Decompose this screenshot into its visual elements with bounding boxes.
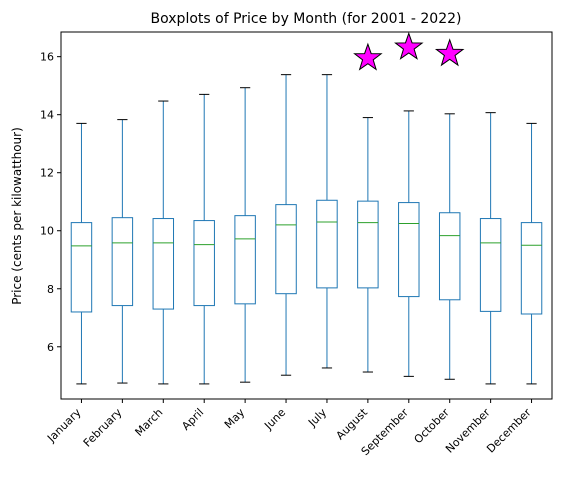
y-tick-label: 6: [47, 341, 54, 354]
iqr-box: [316, 199, 338, 289]
y-tick-label: 14: [40, 109, 54, 122]
x-tick-label: July: [305, 406, 329, 430]
iqr-box: [193, 220, 215, 307]
star-marker: [394, 31, 424, 60]
y-tick-label: 12: [40, 167, 54, 180]
x-tick-label: June: [261, 406, 288, 433]
y-tick-label: 8: [47, 283, 54, 296]
x-tick-label: October: [412, 406, 453, 447]
x-tick-label: December: [484, 406, 534, 456]
iqr-box: [152, 218, 175, 310]
iqr-box: [111, 217, 134, 307]
x-tick-label: February: [81, 406, 125, 450]
iqr-box: [520, 222, 543, 315]
x-tick-label: April: [179, 406, 206, 433]
chart-title: Boxplots of Price by Month (for 2001 - 2…: [151, 11, 462, 27]
iqr-box: [357, 200, 379, 289]
y-tick-label: 10: [40, 225, 54, 238]
plot-frame: [60, 31, 553, 400]
iqr-box: [438, 212, 461, 301]
star-marker: [353, 42, 383, 71]
x-tick-label: January: [44, 406, 84, 446]
star-marker: [434, 38, 465, 67]
iqr-box: [479, 218, 502, 312]
x-tick-label: March: [132, 406, 165, 439]
iqr-box: [70, 222, 93, 313]
y-axis-label: Price (cents per kilowatthour): [10, 127, 24, 305]
y-tick-label: 16: [40, 51, 54, 64]
iqr-box: [275, 204, 297, 295]
x-tick-label: August: [334, 405, 371, 442]
iqr-box: [234, 215, 256, 305]
iqr-box: [398, 202, 420, 298]
x-tick-label: May: [222, 406, 248, 432]
